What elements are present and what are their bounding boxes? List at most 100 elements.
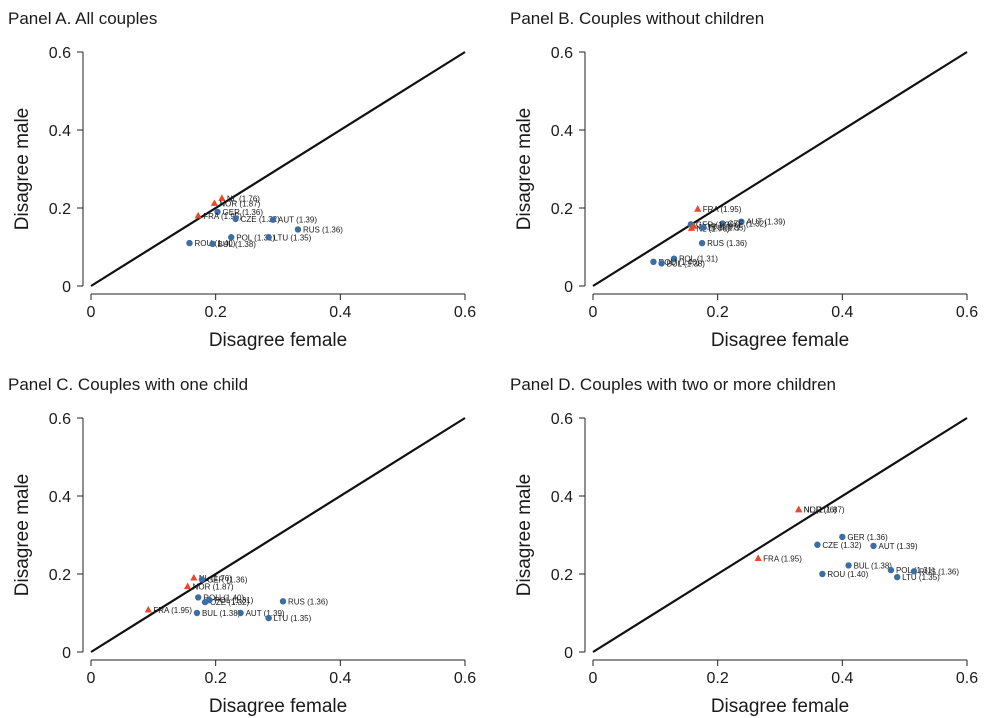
x-tick-label: 0.4: [329, 304, 351, 321]
x-tick-label: 0: [589, 670, 598, 687]
data-point-circle: [700, 224, 707, 231]
y-tick-label: 0.2: [49, 567, 71, 584]
data-point-label: LTU (1.35): [274, 233, 312, 242]
x-tick-label: 0.2: [205, 304, 227, 321]
x-axis-title: Disagree female: [711, 330, 849, 351]
data-point-circle: [206, 596, 213, 604]
data-point-label: RUS (1.36): [707, 239, 747, 248]
data-point-circle: [214, 208, 221, 216]
x-tick-label: 0: [87, 670, 96, 687]
data-point-circle: [698, 239, 706, 247]
data-point-label: AUT (1.39): [746, 218, 785, 227]
data-point-circle: [228, 234, 235, 241]
reference-line-45deg: [592, 51, 968, 287]
y-tick-label: 0.4: [551, 123, 573, 140]
data-point-circle: [719, 220, 726, 227]
data-point-label: LTU (1.35): [274, 614, 312, 623]
data-point-label: NL (1.76): [696, 224, 729, 233]
data-point-circle: [893, 573, 901, 581]
data-point-triangle: [694, 205, 702, 212]
data-point-circle: [738, 218, 745, 225]
data-point-label: FRA (1.95): [203, 212, 242, 221]
panel-title: Panel C. Couples with one child: [8, 375, 248, 394]
data-point-label: LTU (1.35): [902, 573, 940, 582]
y-tick-label: 0.2: [551, 567, 573, 584]
x-tick-label: 0.6: [956, 304, 978, 321]
x-axis-title: Disagree female: [711, 696, 849, 717]
data-point-label: AUT (1.39): [278, 216, 317, 225]
data-point-circle: [209, 240, 216, 248]
x-axis-title: Disagree female: [209, 330, 347, 351]
reference-line-45deg: [90, 417, 466, 653]
data-point-triangle: [190, 573, 198, 581]
y-tick-label: 0: [62, 645, 71, 662]
y-tick-label: 0.2: [49, 201, 71, 218]
data-point-label: CZE (1.32): [728, 220, 767, 229]
reference-line-45deg: [90, 51, 466, 287]
data-point-label: NOR (1.87): [804, 506, 845, 515]
data-point-label: NL (1.76): [804, 506, 837, 515]
data-point-circle: [870, 542, 877, 550]
panel-title: Panel A. All couples: [8, 9, 157, 28]
x-tick-label: 0.2: [205, 670, 227, 687]
data-point-label: FRA (1.95): [703, 205, 742, 214]
y-tick-label: 0.4: [551, 489, 573, 506]
data-point-circle: [195, 594, 202, 601]
y-axis-title: Disagree male: [12, 108, 33, 231]
y-tick-label: 0: [564, 645, 573, 662]
data-point-circle: [887, 566, 895, 574]
data-point-circle: [819, 570, 826, 578]
data-point-label: AUT (1.39): [879, 542, 918, 551]
data-point-circle: [910, 568, 918, 575]
data-point-label: CZE (1.32): [210, 598, 249, 607]
data-point-label: LTU (1.35): [708, 224, 746, 233]
data-point-circle: [269, 216, 277, 223]
y-tick-label: 0.2: [551, 201, 573, 218]
x-axis-title: Disagree female: [209, 696, 347, 717]
data-point-triangle: [754, 554, 762, 561]
x-tick-label: 0.6: [956, 670, 978, 687]
data-point-circle: [198, 576, 206, 583]
data-point-label: GER (1.36): [696, 220, 737, 229]
data-point-label: NL (1.76): [227, 194, 260, 203]
data-point-label: GER (1.36): [847, 533, 888, 542]
y-axis-title: Disagree male: [514, 474, 535, 597]
data-point-circle: [814, 541, 821, 548]
panel-c: Panel C. Couples with one child 0 0.2 0.4 0.…: [8, 375, 476, 717]
data-point-label: ROU (1.40): [658, 258, 699, 267]
data-point-label: ROU (1.40): [203, 593, 244, 602]
y-tick-label: 0: [564, 279, 573, 296]
data-point-label: CZE (1.32): [822, 541, 861, 550]
x-tick-label: 0.4: [831, 670, 853, 687]
data-point-label: ROU (1.40): [827, 570, 868, 579]
data-point-label: POL (1.31): [214, 596, 253, 605]
x-tick-label: 0.2: [707, 304, 729, 321]
data-point-circle: [265, 234, 272, 241]
x-tick-label: 0.4: [831, 304, 853, 321]
data-point-triangle: [218, 194, 226, 201]
data-point-triangle: [210, 199, 219, 206]
data-point-triangle: [795, 505, 803, 513]
data-point-circle: [839, 533, 846, 541]
data-point-circle: [193, 609, 201, 617]
data-point-triangle: [144, 605, 152, 613]
data-point-label: NL (1.76): [199, 574, 232, 583]
y-tick-label: 0.6: [551, 45, 573, 62]
data-point-label: RUS (1.36): [919, 567, 959, 576]
data-point-circle: [265, 614, 272, 622]
data-point-label: BUL (1.38): [667, 259, 706, 268]
x-tick-label: 0.6: [454, 304, 476, 321]
data-point-label: FRA (1.95): [153, 606, 192, 615]
data-point-label: RUS (1.36): [303, 225, 343, 234]
panel-b: Panel B. Couples without children 0 0.2 0.4…: [510, 9, 978, 351]
y-axis-title: Disagree male: [12, 474, 33, 597]
data-point-label: BUL (1.38): [218, 240, 257, 249]
data-point-circle: [294, 226, 302, 233]
data-point-label: POL (1.31): [679, 255, 718, 264]
x-tick-label: 0: [589, 304, 598, 321]
data-point-label: RUS (1.36): [288, 597, 328, 606]
panel-d: Panel D. Couples with two or more childr…: [510, 375, 978, 717]
data-point-label: POL (1.31): [236, 233, 275, 242]
y-axis-title: Disagree male: [514, 108, 535, 231]
